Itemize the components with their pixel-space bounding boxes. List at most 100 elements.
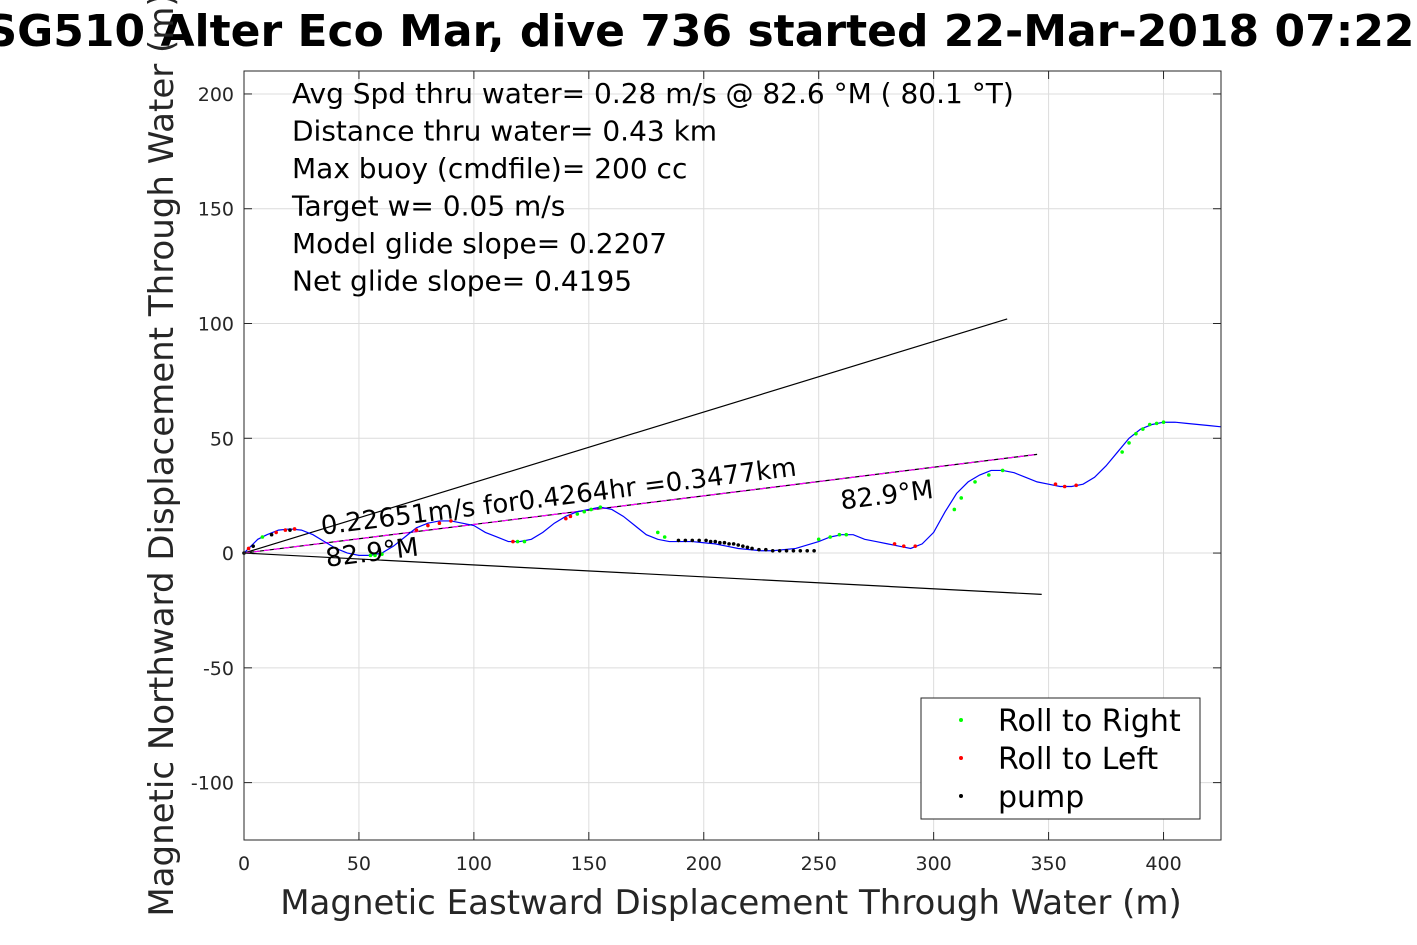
x-tick-label: 300 bbox=[916, 853, 952, 875]
stats-text: Avg Spd thru water= 0.28 m/s @ 82.6 °M (… bbox=[291, 77, 1014, 298]
legend-marker bbox=[959, 718, 963, 722]
data-point bbox=[380, 552, 384, 557]
data-point bbox=[745, 545, 750, 550]
data-point bbox=[1062, 484, 1067, 489]
heading-line bbox=[243, 318, 1008, 554]
track bbox=[243, 421, 1222, 556]
data-point bbox=[777, 548, 782, 553]
data-point bbox=[426, 523, 430, 528]
data-point bbox=[589, 507, 593, 512]
series-pump bbox=[242, 528, 816, 555]
data-point bbox=[727, 542, 731, 546]
y-tick-label: 200 bbox=[198, 84, 234, 106]
data-point bbox=[368, 553, 373, 558]
data-point bbox=[697, 538, 701, 543]
annotation: 0.22651m/s for0.4264hr =0.3477km bbox=[319, 453, 798, 542]
data-point bbox=[288, 528, 292, 532]
data-point bbox=[750, 546, 754, 551]
data-point bbox=[704, 538, 708, 543]
x-tick-label: 250 bbox=[801, 853, 837, 875]
data-point bbox=[1161, 420, 1166, 425]
data-point bbox=[292, 527, 297, 531]
data-point bbox=[690, 538, 695, 543]
series-roll-to-left bbox=[246, 482, 1078, 551]
data-point bbox=[568, 514, 573, 519]
data-point bbox=[1120, 450, 1124, 454]
stat-line: Distance thru water= 0.43 km bbox=[292, 115, 717, 148]
y-tick-label: -50 bbox=[203, 658, 234, 680]
data-point bbox=[784, 548, 789, 553]
data-point bbox=[683, 538, 688, 543]
annotations: 0.22651m/s for0.4264hr =0.3477km82.9°M82… bbox=[319, 453, 935, 574]
data-point bbox=[522, 539, 527, 544]
data-point bbox=[722, 540, 727, 545]
heading-lines bbox=[243, 318, 1042, 595]
legend-marker bbox=[959, 794, 963, 798]
data-point bbox=[283, 528, 288, 532]
data-point bbox=[805, 548, 810, 553]
data-point bbox=[437, 521, 442, 526]
x-tick-label: 150 bbox=[571, 853, 607, 875]
data-point bbox=[770, 548, 775, 553]
stat-line: Net glide slope= 0.4195 bbox=[292, 265, 632, 298]
series-roll-to-right bbox=[260, 420, 1166, 558]
data-point bbox=[731, 542, 736, 546]
x-axis-label: Magnetic Eastward Displacement Through W… bbox=[280, 883, 1182, 923]
legend-box bbox=[920, 697, 1201, 820]
glide-line-dashed bbox=[243, 453, 1038, 554]
data-points bbox=[242, 420, 1166, 558]
data-point bbox=[764, 547, 768, 552]
data-point bbox=[798, 548, 803, 553]
ticks: 0 50 100 150 200 250 300 350 400 200 150 100 50 0 -50 -… bbox=[191, 71, 1221, 875]
data-point bbox=[844, 532, 849, 537]
data-point bbox=[973, 480, 977, 484]
annotation: 82.9°M bbox=[839, 475, 935, 516]
x-tick-label: 0 bbox=[238, 853, 250, 875]
data-point bbox=[269, 532, 274, 537]
data-point bbox=[1154, 421, 1159, 426]
x-tick-label: 400 bbox=[1145, 853, 1181, 875]
data-point bbox=[575, 512, 580, 516]
data-point bbox=[1000, 468, 1005, 473]
x-tick-label: 100 bbox=[456, 853, 492, 875]
data-point bbox=[913, 544, 918, 548]
data-point bbox=[1134, 431, 1138, 436]
data-point bbox=[449, 519, 453, 523]
data-point bbox=[564, 516, 568, 521]
data-point bbox=[952, 507, 957, 512]
data-point bbox=[791, 548, 796, 553]
plot-frame bbox=[243, 70, 1222, 841]
data-point bbox=[515, 539, 520, 544]
data-point bbox=[892, 542, 897, 546]
legend-entry: pump bbox=[998, 780, 1084, 815]
y-tick-label: 0 bbox=[222, 543, 234, 565]
x-tick-label: 350 bbox=[1030, 853, 1066, 875]
data-point bbox=[1053, 482, 1058, 486]
chart-title: SG510 Alter Eco Mar, dive 736 started 22… bbox=[0, 6, 1415, 57]
data-point bbox=[1127, 441, 1131, 445]
data-point bbox=[736, 543, 741, 547]
data-point bbox=[987, 473, 991, 477]
stat-line: Model glide slope= 0.2207 bbox=[292, 227, 667, 260]
track-line bbox=[243, 421, 1222, 556]
x-tick-label: 200 bbox=[686, 853, 722, 875]
grid bbox=[243, 71, 1221, 840]
data-point bbox=[901, 544, 906, 548]
stat-line: Target w= 0.05 m/s bbox=[291, 190, 565, 223]
data-point bbox=[708, 539, 713, 544]
data-point bbox=[373, 553, 377, 558]
legend-entry: Roll to Left bbox=[998, 742, 1158, 777]
data-point bbox=[959, 496, 964, 500]
data-point bbox=[718, 540, 722, 545]
data-point bbox=[511, 539, 515, 544]
data-point bbox=[837, 532, 842, 537]
data-point bbox=[713, 539, 718, 544]
data-point bbox=[816, 537, 821, 542]
stat-line: Avg Spd thru water= 0.28 m/s @ 82.6 °M (… bbox=[292, 77, 1014, 110]
data-point bbox=[812, 548, 816, 553]
data-point bbox=[676, 538, 681, 543]
data-point bbox=[662, 535, 667, 539]
data-point bbox=[582, 509, 587, 514]
y-tick-label: 50 bbox=[210, 428, 234, 450]
